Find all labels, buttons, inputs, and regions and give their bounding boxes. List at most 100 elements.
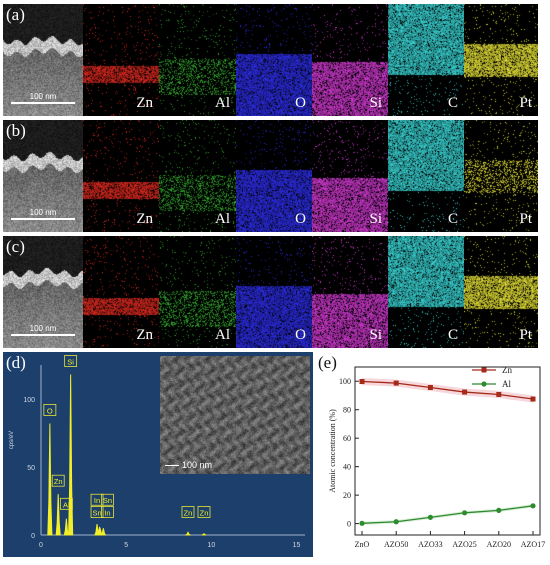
eds-peak [63, 518, 70, 536]
eds-peak-label-box [59, 497, 73, 510]
scale-bar-label: 100 nm [29, 324, 57, 333]
element-map-al-image [159, 4, 236, 116]
chart-x-tick-label: ZnO [355, 540, 370, 549]
element-label-al: Al [215, 95, 230, 111]
element-label-pt: Pt [519, 95, 532, 111]
eds-peak-label-box [101, 493, 114, 506]
element-map-pt-image [464, 120, 538, 232]
element-map-pt-image [464, 4, 538, 116]
eds-peak-label: In [104, 508, 110, 517]
panel-label-a: (a) [6, 5, 25, 24]
eds-peak-label-box [181, 506, 195, 518]
series-line-zn [361, 380, 534, 400]
chart-x-tick-label: AZO50 [384, 540, 408, 549]
eds-peak-label-box [51, 474, 65, 487]
sem-cross-section: (c) 100 nm [3, 236, 83, 348]
element-label-pt: Pt [519, 211, 532, 227]
element-map-al: Al [159, 236, 236, 348]
element-map-c: C [388, 4, 464, 116]
data-point-al [427, 514, 433, 520]
eds-peak-label: Al [63, 500, 70, 509]
eds-peak [47, 423, 53, 536]
element-map-si: Si [312, 236, 388, 348]
scale-bar: 100 nm [11, 92, 75, 104]
element-label-al: Al [215, 211, 230, 227]
chart-x-tick-label: AZO33 [418, 540, 442, 549]
eds-x-tick-label: 15 [293, 542, 301, 549]
element-label-c: C [447, 327, 458, 343]
element-map-c: C [388, 120, 464, 232]
element-map-c: C [388, 236, 464, 348]
data-point-zn [496, 391, 502, 397]
element-map-si-image [312, 4, 388, 116]
atomic-concentration-chart: 0 20 40 60 80 100 ZnO AZO50 AZO33 AZO25 AZO20 AZO17… [328, 365, 545, 549]
element-map-pt: Pt [464, 4, 538, 116]
element-map-al: Al [159, 120, 236, 232]
sem-cross-section-image [3, 4, 83, 116]
element-map-al-image [159, 236, 236, 348]
eds-peak-label-box [197, 506, 211, 518]
element-map-zn-image [83, 120, 159, 232]
eds-spectrum-panel: 100 50 0 0 5 10 15 cps/eV Si O Zn Al In Sn Sn In Zn Zn 10… [3, 352, 313, 557]
element-map-zn: Zn [83, 236, 159, 348]
sem-cross-section: (a) 100 nm [3, 4, 83, 116]
inset-scale-bar: 100 nm [165, 460, 212, 470]
eds-peak-label: Sn [103, 496, 112, 505]
map-row-c: (c) 100 nm Zn Al O Si C Pt [3, 236, 547, 348]
eds-y-axis-label: cps/eV [9, 431, 15, 449]
chart-y-tick-label: 0 [347, 520, 351, 529]
eds-peak [68, 374, 74, 536]
element-label-si: Si [369, 211, 382, 227]
data-point-zn [462, 389, 468, 395]
eds-peak-label: Zn [54, 477, 63, 486]
element-map-o-image [236, 120, 312, 232]
chart-y-axis-label: Atomic concentration (%) [328, 409, 337, 493]
scale-bar: 100 nm [11, 208, 75, 220]
eds-peak-label: Sn [92, 508, 101, 517]
chart-y-tick-label: 80 [343, 406, 351, 415]
scale-bar-label: 100 nm [29, 208, 57, 217]
eds-peak [97, 527, 104, 536]
element-map-o-image [236, 4, 312, 116]
element-map-o: O [236, 236, 312, 348]
eds-y-tick-label: 100 [23, 397, 35, 404]
element-map-si: Si [312, 120, 388, 232]
element-map-c-image [388, 120, 464, 232]
panel-label-e: (e) [318, 353, 337, 372]
element-map-zn-image [83, 236, 159, 348]
sem-cross-section-image [3, 236, 83, 348]
eds-peak-label: Zn [184, 508, 193, 517]
legend-marker-zn [481, 367, 487, 373]
scale-bar-label: 100 nm [29, 92, 57, 101]
atomic-concentration-panel: 0 20 40 60 80 100 ZnO AZO50 AZO33 AZO25 AZO20 AZO17… [315, 352, 548, 560]
legend-label-zn: Zn [502, 365, 512, 375]
panel-label-d: (d) [6, 353, 26, 372]
eds-x-tick-label: 10 [207, 542, 215, 549]
element-map-al: Al [159, 4, 236, 116]
eds-peak [184, 531, 192, 536]
data-point-al [530, 503, 536, 509]
chart-x-tick-label: AZO25 [452, 540, 476, 549]
scale-bar-line [11, 334, 75, 336]
element-label-si: Si [369, 327, 382, 343]
panel-label-c: (c) [6, 237, 25, 256]
element-map-o: O [236, 4, 312, 116]
sem-cross-section: (b) 100 nm [3, 120, 83, 232]
data-point-al [462, 510, 468, 516]
element-map-o: O [236, 120, 312, 232]
data-point-zn [359, 379, 365, 385]
element-label-pt: Pt [519, 327, 532, 343]
eds-peak [201, 532, 207, 536]
element-map-zn-image [83, 4, 159, 116]
chart-y-tick-label: 60 [343, 434, 351, 443]
data-point-zn [530, 396, 536, 402]
sem-inset-image [160, 356, 310, 474]
data-point-al [496, 507, 502, 513]
element-map-zn: Zn [83, 120, 159, 232]
chart-plot-frame [354, 366, 541, 536]
element-label-al: Al [215, 327, 230, 343]
inset-scale-bar-line [165, 464, 179, 466]
element-label-si: Si [369, 95, 382, 111]
chart-x-tick-label: AZO20 [487, 540, 511, 549]
element-label-zn: Zn [136, 211, 153, 227]
